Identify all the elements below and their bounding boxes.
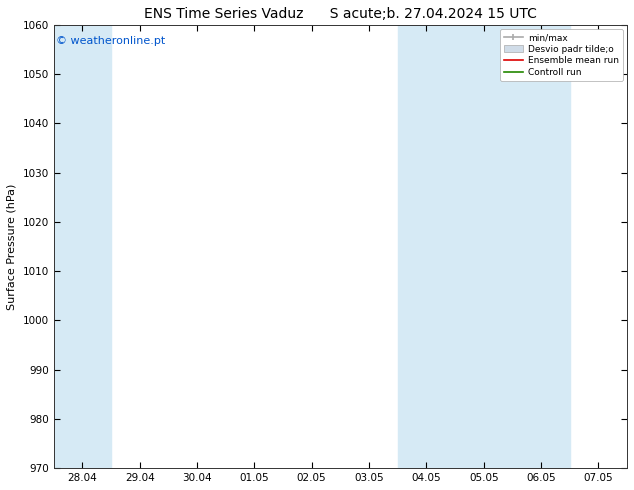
Bar <box>54 25 111 468</box>
Legend: min/max, Desvio padr tilde;o, Ensemble mean run, Controll run: min/max, Desvio padr tilde;o, Ensemble m… <box>500 29 623 81</box>
Title: ENS Time Series Vaduz      S acute;b. 27.04.2024 15 UTC: ENS Time Series Vaduz S acute;b. 27.04.2… <box>144 7 537 21</box>
Bar <box>398 25 455 468</box>
Bar <box>455 25 512 468</box>
Text: © weatheronline.pt: © weatheronline.pt <box>56 36 165 46</box>
Y-axis label: Surface Pressure (hPa): Surface Pressure (hPa) <box>7 183 17 310</box>
Bar <box>512 25 570 468</box>
